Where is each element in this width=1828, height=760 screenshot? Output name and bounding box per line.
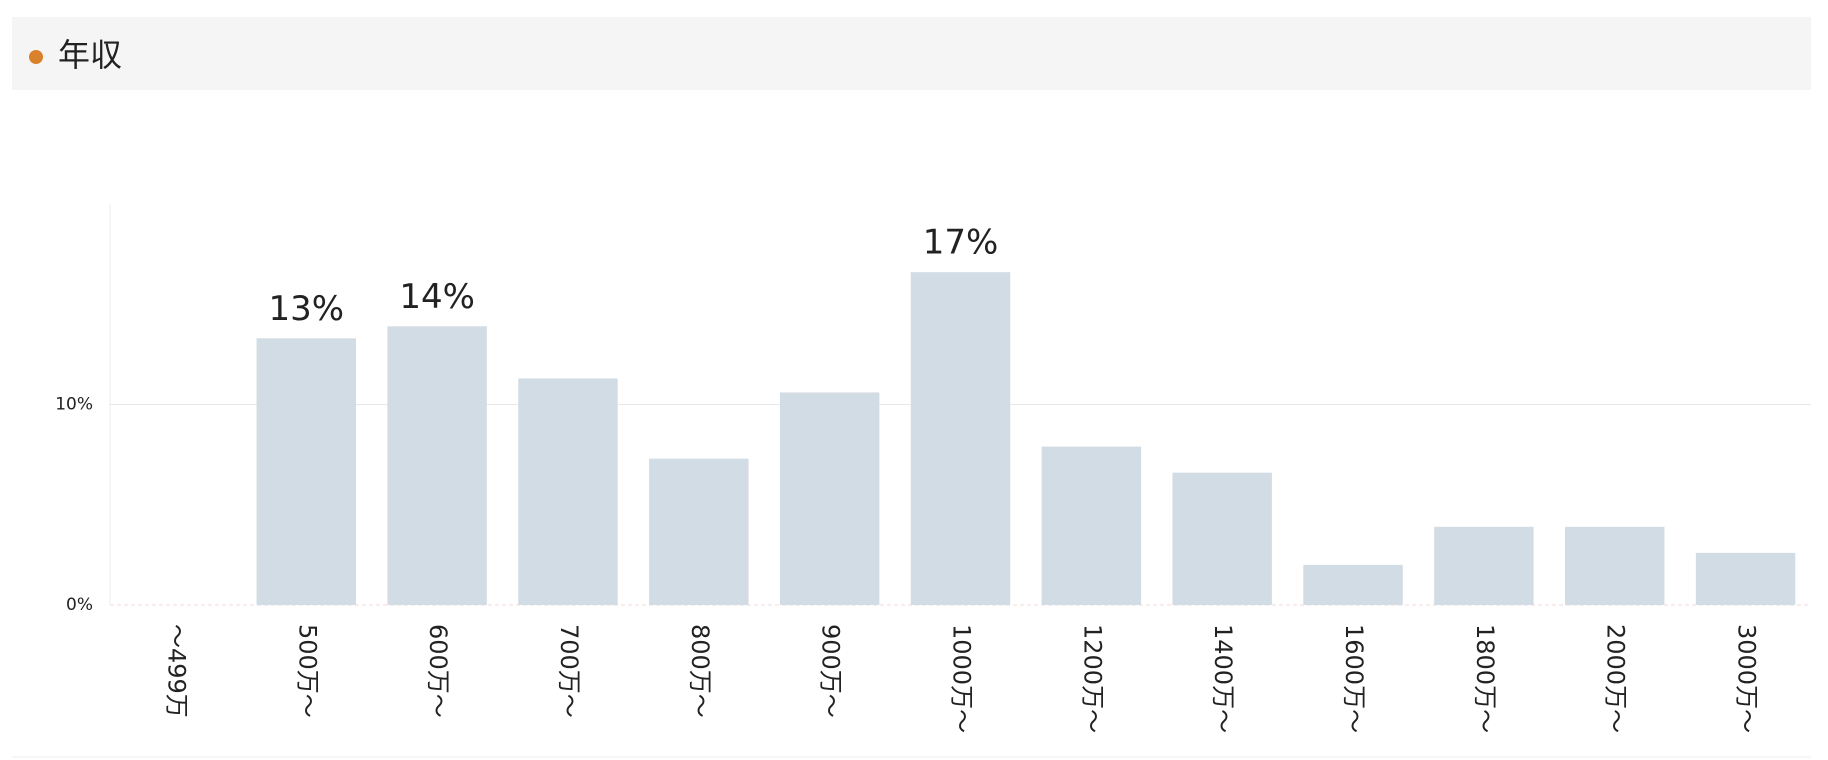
y-tick-label: 0% xyxy=(66,595,93,615)
x-tick-label: 1600万～ xyxy=(1340,624,1368,733)
x-tick-label: 900万～ xyxy=(817,624,845,718)
x-tick-label: 1000万～ xyxy=(948,624,976,733)
bar xyxy=(387,326,487,605)
chart-title: 年収 xyxy=(58,36,122,74)
x-tick-label: 600万～ xyxy=(424,624,452,718)
x-tick-label: 2000万～ xyxy=(1602,624,1630,733)
bar xyxy=(1695,552,1796,605)
bar xyxy=(1434,526,1534,605)
bar xyxy=(910,272,1011,605)
bar xyxy=(1565,526,1665,605)
header-bar xyxy=(12,17,1811,90)
bar xyxy=(518,378,618,605)
y-tick-label: 10% xyxy=(55,395,93,415)
header-dot xyxy=(29,50,43,64)
bar xyxy=(1303,564,1403,605)
x-tick-label: 500万～ xyxy=(293,624,321,718)
bar xyxy=(649,458,749,605)
bar xyxy=(256,338,356,605)
bar xyxy=(1041,446,1142,605)
value-label: 13% xyxy=(268,289,344,329)
x-tick-label: 1400万～ xyxy=(1209,624,1237,733)
value-label: 14% xyxy=(399,277,475,317)
x-tick-label: 700万～ xyxy=(555,624,583,718)
x-tick-label: ～499万 xyxy=(162,624,190,718)
value-label: 17% xyxy=(923,223,999,263)
x-tick-label: 3000万～ xyxy=(1733,624,1761,733)
bar xyxy=(779,392,880,605)
bar xyxy=(1172,472,1272,605)
x-tick-label: 800万～ xyxy=(686,624,714,718)
x-tick-label: 1800万～ xyxy=(1471,624,1499,733)
x-tick-label: 1200万～ xyxy=(1078,624,1106,733)
